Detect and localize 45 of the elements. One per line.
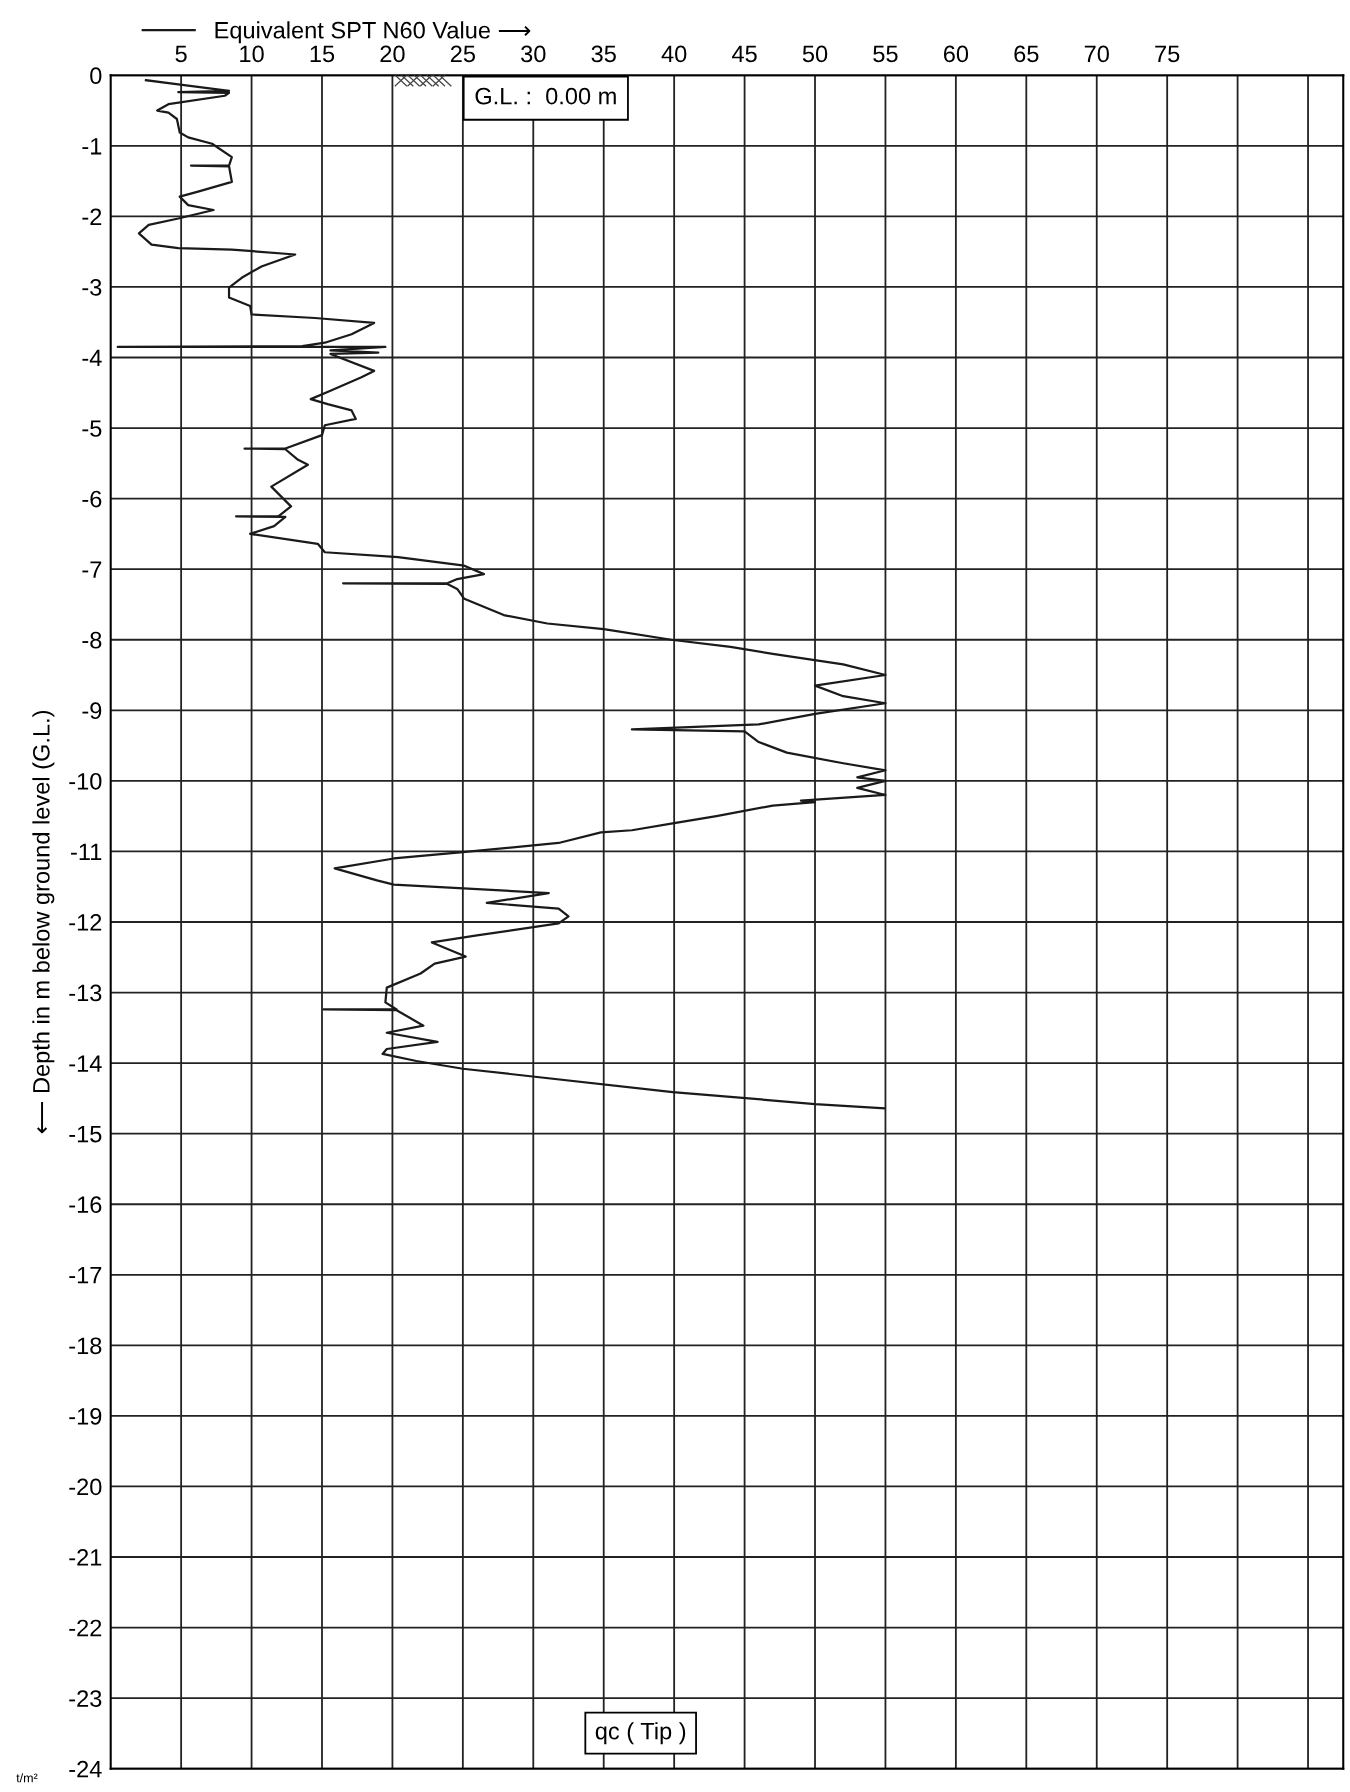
text: t/m² xyxy=(16,1773,38,1783)
y-tick-label: -4 xyxy=(82,349,102,367)
y-tick-label: -2 xyxy=(82,208,102,225)
annotation: qc ( Tip ) xyxy=(595,1722,686,1745)
y-tick-label: -19 xyxy=(69,1407,102,1425)
x-tick-label: 25 xyxy=(450,45,475,63)
y-tick-label: -10 xyxy=(69,772,102,790)
y-tick-label: -13 xyxy=(69,984,102,1002)
y-tick-label: -7 xyxy=(82,561,102,578)
y-tick-label: -20 xyxy=(69,1478,102,1496)
y-tick-label: -6 xyxy=(82,490,102,508)
x-tick-label: 70 xyxy=(1084,45,1109,63)
y-tick-label: -16 xyxy=(69,1196,102,1214)
x-tick-label: 60 xyxy=(943,45,969,63)
x-tick-label: 15 xyxy=(310,45,335,63)
legend-label: Equivalent SPT N60 Value ⟶ xyxy=(215,21,531,44)
y-tick-label: -12 xyxy=(69,914,102,931)
annotation: G.L. : 0.00 m xyxy=(475,87,616,105)
y-tick-label: -8 xyxy=(82,631,102,649)
y-tick-label: -14 xyxy=(69,1055,102,1072)
y-tick-label: -9 xyxy=(82,702,102,720)
y-axis-title: ⟵ Depth in m below ground level (G.L.) xyxy=(32,710,55,1134)
y-tick-label: 0 xyxy=(90,67,102,85)
y-tick-label: -23 xyxy=(69,1690,102,1707)
y-tick-label: -3 xyxy=(82,279,102,296)
y-tick-label: -21 xyxy=(69,1549,102,1566)
y-tick-label: -15 xyxy=(69,1125,102,1143)
x-tick-label: 10 xyxy=(240,45,264,63)
x-tick-label: 35 xyxy=(591,45,616,63)
x-tick-label: 5 xyxy=(175,45,187,63)
x-tick-label: 55 xyxy=(873,45,898,63)
y-tick-label: -24 xyxy=(69,1760,102,1778)
x-tick-label: 75 xyxy=(1155,45,1180,63)
y-tick-label: -17 xyxy=(69,1267,102,1284)
y-tick-label: -1 xyxy=(82,138,102,155)
x-tick-label: 30 xyxy=(521,45,546,63)
x-tick-label: 50 xyxy=(802,45,828,63)
x-tick-label: 65 xyxy=(1014,45,1039,63)
y-tick-label: -11 xyxy=(71,843,102,860)
y-tick-label: -22 xyxy=(69,1619,102,1637)
y-tick-label: -18 xyxy=(69,1337,102,1355)
x-tick-label: 40 xyxy=(661,45,687,63)
x-tick-label: 45 xyxy=(732,45,757,63)
x-tick-label: 20 xyxy=(380,45,405,63)
y-tick-label: -5 xyxy=(82,420,102,437)
